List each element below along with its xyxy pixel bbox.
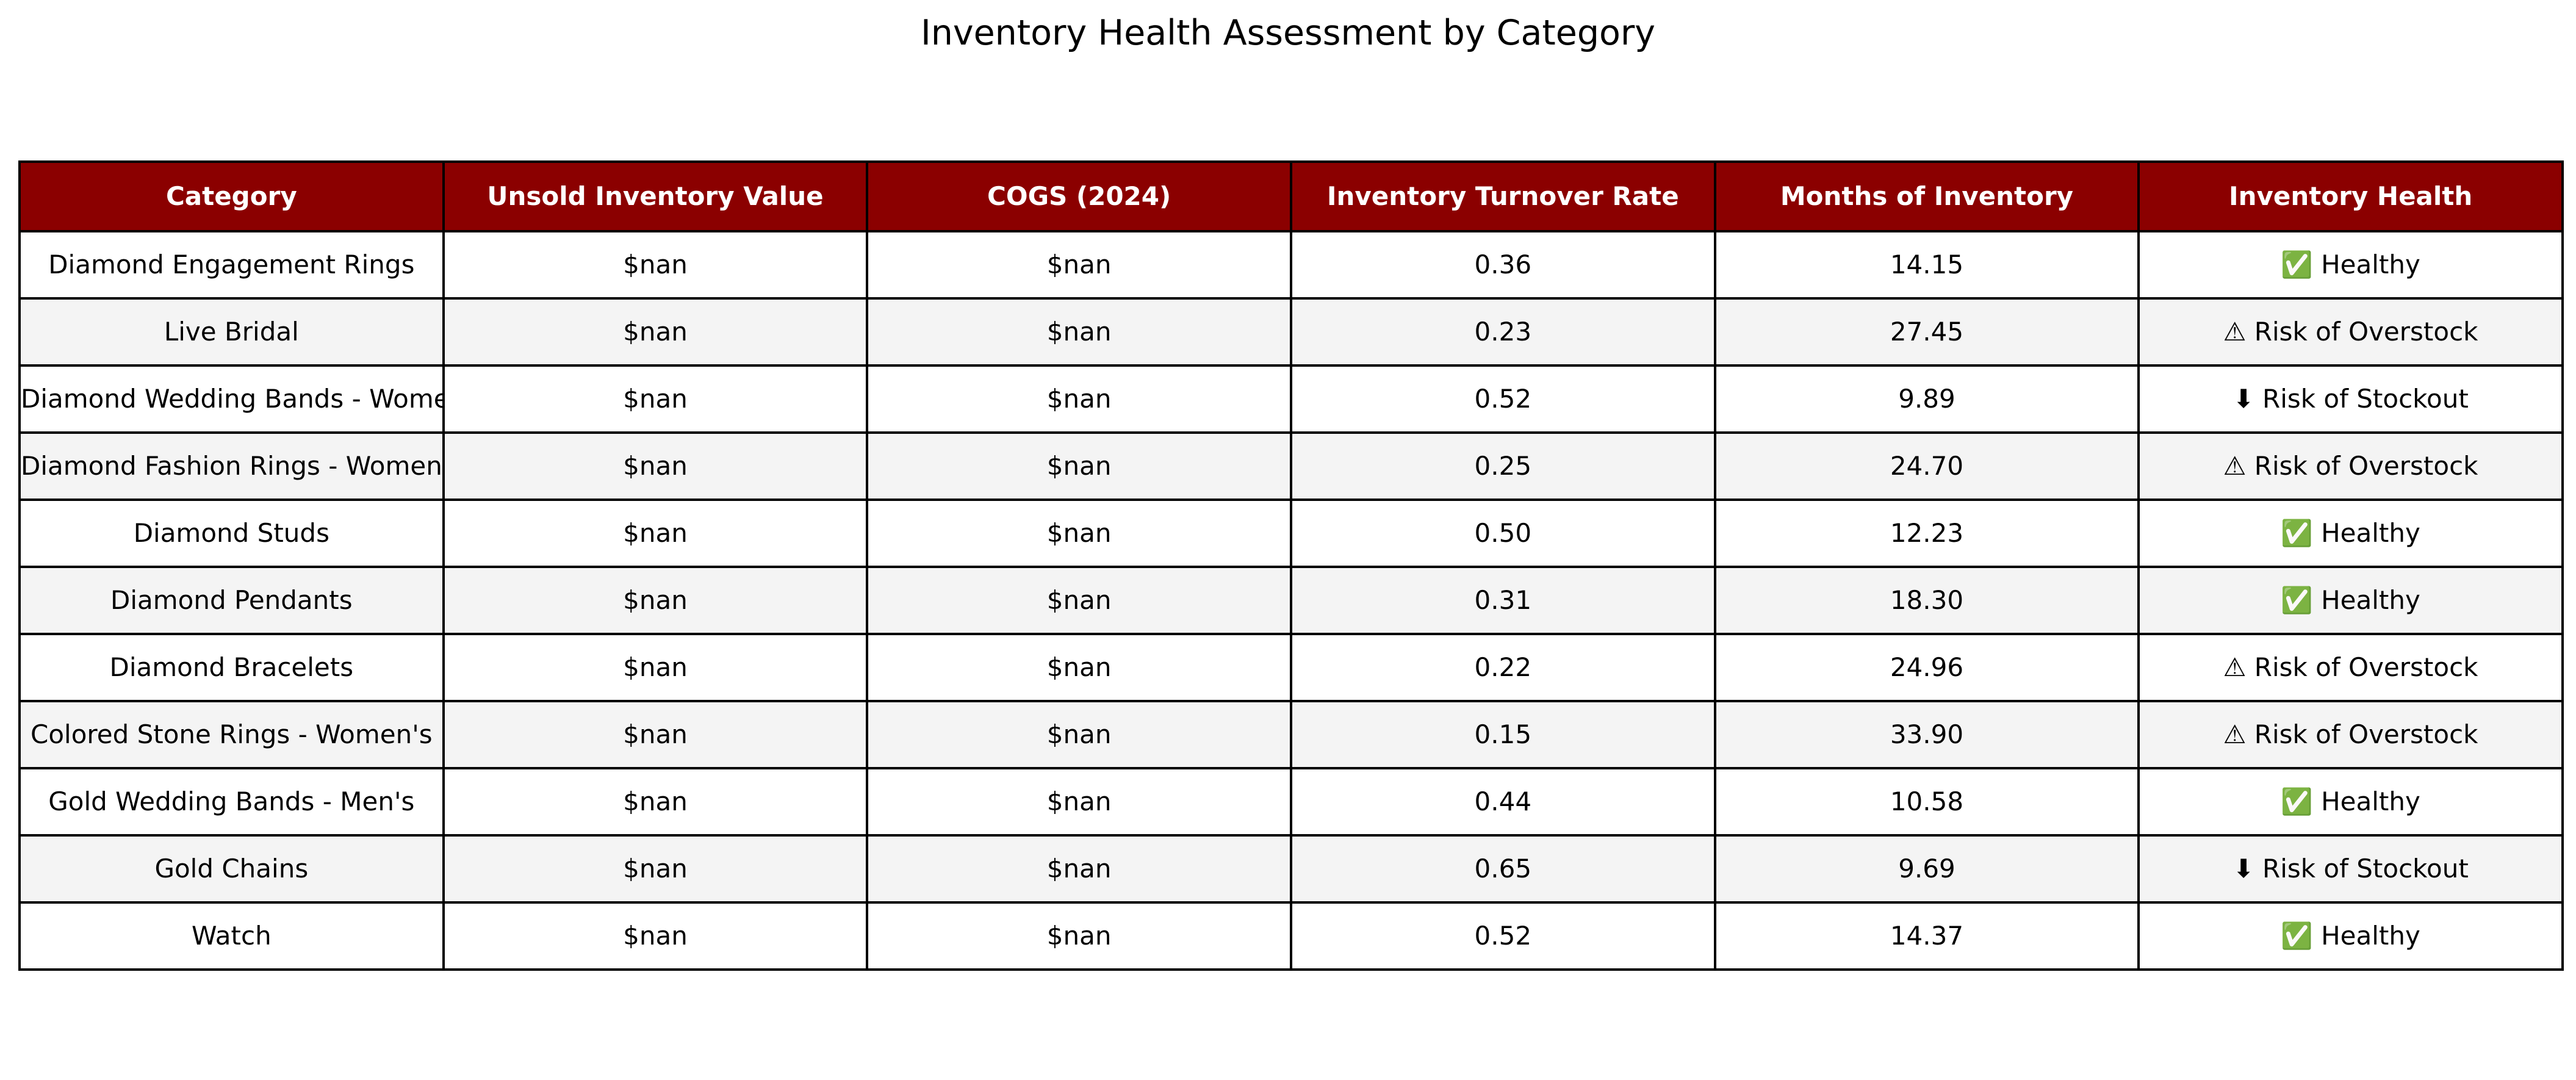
table-row: Diamond Engagement Rings $nan $nan 0.36 14.1… [18, 230, 2564, 300]
table-row: Live Bridal $nan $nan 0.23 27.45 ⚠ Risk of Ov… [18, 297, 2564, 367]
inventory-turnover-rate-cell: 0.22 [1289, 633, 1716, 702]
table-row: Diamond Studs $nan $nan 0.50 12.23 ✅ Healthy [18, 499, 2564, 568]
column-header-inventory-health: Inventory Health [2137, 160, 2564, 232]
unsold-inventory-value-cell: $nan [442, 700, 869, 769]
unsold-inventory-value-cell: $nan [442, 230, 869, 300]
inventory-health-cell: ✅ Healthy [2137, 767, 2564, 837]
inventory-health-cell: ✅ Healthy [2137, 499, 2564, 568]
category-cell: Live Bridal [18, 297, 445, 367]
unsold-inventory-value-cell: $nan [442, 499, 869, 568]
unsold-inventory-value-cell: $nan [442, 834, 869, 904]
table-row: Colored Stone Rings - Women's $nan $nan 0.1… [18, 700, 2564, 769]
category-cell: Diamond Wedding Bands - Women's [18, 364, 445, 434]
months-of-inventory-cell: 24.96 [1713, 633, 2140, 702]
cogs-cell: $nan [866, 633, 1292, 702]
cogs-cell: $nan [866, 566, 1292, 635]
inventory-health-cell: ⚠ Risk of Overstock [2137, 633, 2564, 702]
cogs-cell: $nan [866, 901, 1292, 971]
category-cell: Colored Stone Rings - Women's [18, 700, 445, 769]
table-row: Diamond Wedding Bands - Women's $nan $nan 0… [18, 364, 2564, 434]
cogs-cell: $nan [866, 499, 1292, 568]
inventory-health-cell: ⚠ Risk of Overstock [2137, 431, 2564, 501]
category-cell: Diamond Studs [18, 499, 445, 568]
table-row: Diamond Bracelets $nan $nan 0.22 24.96 ⚠ Risk… [18, 633, 2564, 702]
inventory-turnover-rate-cell: 0.44 [1289, 767, 1716, 837]
unsold-inventory-value-cell: $nan [442, 297, 869, 367]
inventory-turnover-rate-cell: 0.52 [1289, 364, 1716, 434]
inventory-turnover-rate-cell: 0.23 [1289, 297, 1716, 367]
months-of-inventory-cell: 12.23 [1713, 499, 2140, 568]
table-body: Diamond Engagement Rings $nan $nan 0.36 14.1… [18, 230, 2564, 971]
unsold-inventory-value-cell: $nan [442, 633, 869, 702]
table-header-row: Category Unsold Inventory Value COGS (20… [18, 160, 2564, 232]
table-row: Gold Chains $nan $nan 0.65 9.69 ⬇ Risk of Sto… [18, 834, 2564, 904]
inventory-health-cell: ✅ Healthy [2137, 901, 2564, 971]
inventory-health-cell: ⬇ Risk of Stockout [2137, 364, 2564, 434]
cogs-cell: $nan [866, 431, 1292, 501]
category-cell: Diamond Bracelets [18, 633, 445, 702]
cogs-cell: $nan [866, 767, 1292, 837]
category-cell: Gold Wedding Bands - Men's [18, 767, 445, 837]
months-of-inventory-cell: 9.69 [1713, 834, 2140, 904]
inventory-turnover-rate-cell: 0.25 [1289, 431, 1716, 501]
inventory-turnover-rate-cell: 0.15 [1289, 700, 1716, 769]
months-of-inventory-cell: 14.37 [1713, 901, 2140, 971]
inventory-turnover-rate-cell: 0.50 [1289, 499, 1716, 568]
inventory-turnover-rate-cell: 0.31 [1289, 566, 1716, 635]
months-of-inventory-cell: 9.89 [1713, 364, 2140, 434]
unsold-inventory-value-cell: $nan [442, 431, 869, 501]
months-of-inventory-cell: 14.15 [1713, 230, 2140, 300]
inventory-turnover-rate-cell: 0.65 [1289, 834, 1716, 904]
table-row: Diamond Fashion Rings - Women's $nan $nan 0… [18, 431, 2564, 501]
unsold-inventory-value-cell: $nan [442, 566, 869, 635]
inventory-health-cell: ✅ Healthy [2137, 230, 2564, 300]
unsold-inventory-value-cell: $nan [442, 767, 869, 837]
cogs-cell: $nan [866, 364, 1292, 434]
months-of-inventory-cell: 27.45 [1713, 297, 2140, 367]
table-row: Watch $nan $nan 0.52 14.37 ✅ Healthy [18, 901, 2564, 971]
column-header-cogs: COGS (2024) [866, 160, 1292, 232]
category-cell: Diamond Pendants [18, 566, 445, 635]
table-row: Diamond Pendants $nan $nan 0.31 18.30 ✅ Healt… [18, 566, 2564, 635]
category-cell: Watch [18, 901, 445, 971]
inventory-health-cell: ⚠ Risk of Overstock [2137, 700, 2564, 769]
months-of-inventory-cell: 10.58 [1713, 767, 2140, 837]
table-row: Gold Wedding Bands - Men's $nan $nan 0.44 10… [18, 767, 2564, 837]
unsold-inventory-value-cell: $nan [442, 901, 869, 971]
cogs-cell: $nan [866, 700, 1292, 769]
unsold-inventory-value-cell: $nan [442, 364, 869, 434]
cogs-cell: $nan [866, 230, 1292, 300]
inventory-health-table: Category Unsold Inventory Value COGS (20… [18, 160, 2564, 971]
inventory-turnover-rate-cell: 0.52 [1289, 901, 1716, 971]
cogs-cell: $nan [866, 834, 1292, 904]
column-header-category: Category [18, 160, 445, 232]
inventory-health-cell: ⚠ Risk of Overstock [2137, 297, 2564, 367]
category-cell: Diamond Fashion Rings - Women's [18, 431, 445, 501]
chart-title: Inventory Health Assessment by Category [920, 13, 1656, 53]
column-header-unsold-inventory-value: Unsold Inventory Value [442, 160, 869, 232]
inventory-turnover-rate-cell: 0.36 [1289, 230, 1716, 300]
category-cell: Diamond Engagement Rings [18, 230, 445, 300]
months-of-inventory-cell: 33.90 [1713, 700, 2140, 769]
cogs-cell: $nan [866, 297, 1292, 367]
column-header-inventory-turnover-rate: Inventory Turnover Rate [1289, 160, 1716, 232]
column-header-months-of-inventory: Months of Inventory [1713, 160, 2140, 232]
inventory-health-cell: ⬇ Risk of Stockout [2137, 834, 2564, 904]
months-of-inventory-cell: 18.30 [1713, 566, 2140, 635]
months-of-inventory-cell: 24.70 [1713, 431, 2140, 501]
category-cell: Gold Chains [18, 834, 445, 904]
inventory-health-cell: ✅ Healthy [2137, 566, 2564, 635]
